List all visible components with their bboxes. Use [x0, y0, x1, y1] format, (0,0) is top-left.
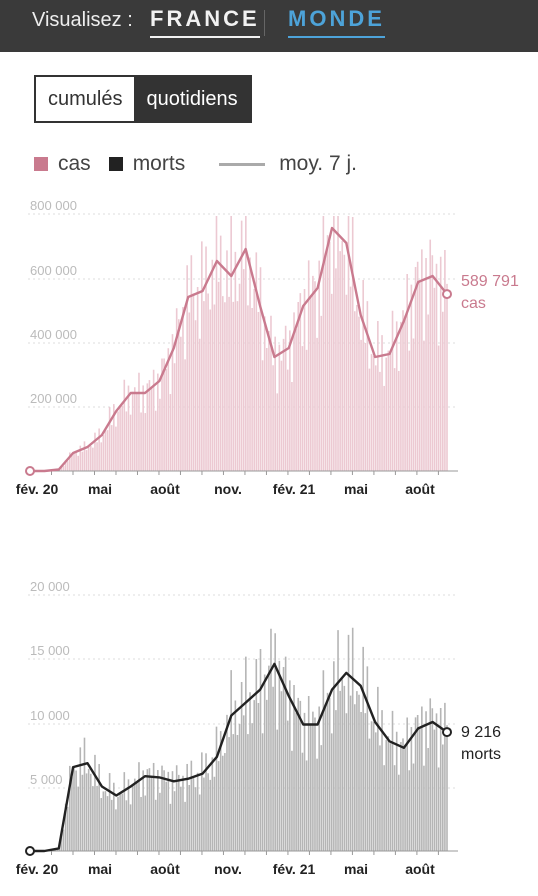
y-tick-label: 20 000: [30, 579, 70, 594]
x-tick-label: mai: [88, 481, 112, 497]
visualize-label: Visualisez :: [32, 9, 133, 31]
y-tick-label: 600 000: [30, 263, 77, 278]
top-bar: Visualisez : FRANCE MONDE: [0, 0, 538, 52]
x-tick-label: fév. 21: [273, 481, 316, 497]
end-unit-label: cas: [461, 295, 486, 312]
x-tick-label: août: [405, 861, 435, 877]
x-tick-label: août: [150, 861, 180, 877]
mode-toggle: cumulés quotidiens: [34, 75, 252, 123]
legend-moy: moy. 7 j.: [279, 152, 357, 175]
y-tick-label: 15 000: [30, 643, 70, 658]
y-tick-label: 5 000: [30, 772, 63, 787]
x-tick-label: mai: [88, 861, 112, 877]
x-tick-label: fév. 20: [16, 481, 59, 497]
x-tick-label: mai: [344, 481, 368, 497]
option-france[interactable]: FRANCE: [150, 6, 260, 38]
x-tick-label: nov.: [214, 481, 242, 497]
x-tick-label: fév. 20: [16, 861, 59, 877]
y-tick-label: 10 000: [30, 708, 70, 723]
cases-chart: 800 000 600 000 400 000 200 000 fév. 20 mai ao…: [16, 198, 519, 497]
option-monde[interactable]: MONDE: [288, 6, 385, 38]
morts-swatch: [108, 157, 123, 171]
y-tick-label: 200 000: [30, 391, 77, 406]
end-dot: [442, 727, 452, 738]
x-tick-label: mai: [344, 861, 368, 877]
toggle-quotidiens[interactable]: quotidiens: [134, 77, 250, 121]
end-value-label: 9 216: [461, 724, 501, 741]
x-tick-label: août: [405, 481, 435, 497]
legend: cas morts moy. 7 j.: [34, 152, 375, 176]
divider: [264, 10, 265, 36]
y-tick-label: 400 000: [30, 327, 77, 342]
x-tick-label: nov.: [214, 861, 242, 877]
end-unit-label: morts: [461, 746, 501, 763]
legend-morts: morts: [132, 152, 186, 175]
start-dot: [25, 846, 35, 856]
avg-line: [30, 662, 448, 853]
legend-cas: cas: [58, 152, 91, 175]
end-dot: [442, 289, 452, 300]
avg-line: [30, 226, 448, 473]
y-tick-label: 800 000: [30, 198, 77, 213]
x-tick-label: août: [150, 481, 180, 497]
avg-line-swatch: [219, 162, 266, 166]
start-dot: [25, 466, 35, 476]
deaths-chart: 20 000 15 000 10 000 5 000 fév. 20 mai août nov…: [16, 579, 501, 877]
end-value-label: 589 791: [461, 273, 519, 290]
toggle-cumules[interactable]: cumulés: [36, 77, 135, 121]
cas-swatch: [34, 157, 48, 171]
x-tick-label: fév. 21: [273, 861, 316, 877]
